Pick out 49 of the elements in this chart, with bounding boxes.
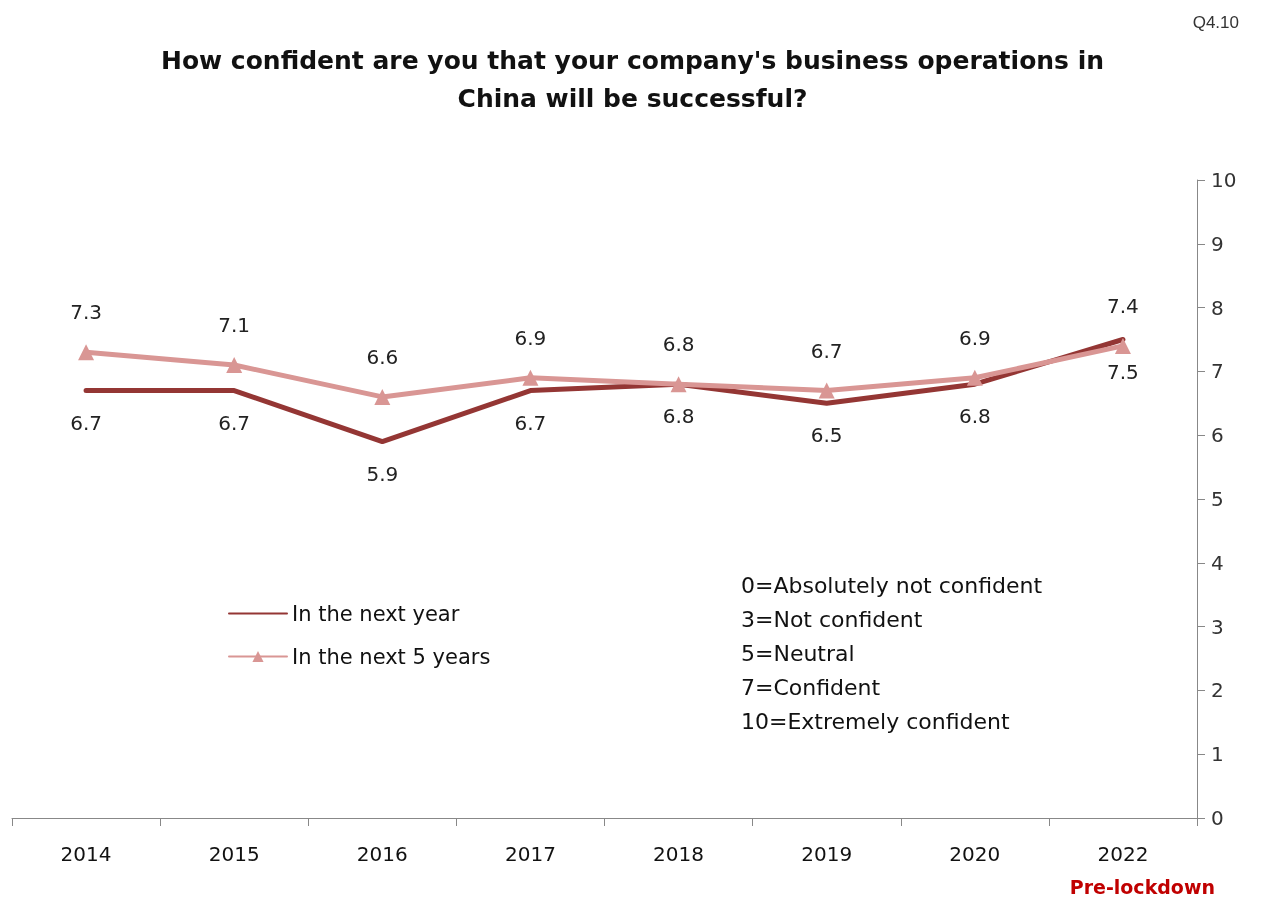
data-label: 6.7 — [70, 410, 102, 435]
x-tick-label: 2020 — [949, 842, 1001, 866]
data-label: 6.8 — [662, 332, 695, 357]
point — [226, 357, 243, 374]
y-tick-label: 3 — [1211, 614, 1224, 639]
y-tick-label: 8 — [1211, 295, 1224, 320]
y-tick-label: 9 — [1211, 231, 1224, 256]
data-label: 7.4 — [1107, 293, 1139, 318]
x-tick-label: 2017 — [504, 842, 556, 866]
x-tick-label: 2022 — [1097, 842, 1149, 866]
annotation: 0=Absolutely not confident 3=Not confident 5=Neutral 7=Confident 10=Extremely confident — [741, 572, 1043, 734]
y-tick-label: 0 — [1211, 806, 1224, 830]
point — [1114, 337, 1131, 354]
data-label: 6.6 — [366, 344, 399, 369]
data-label: 7.5 — [1107, 359, 1139, 384]
point — [78, 344, 95, 361]
data-label: 6.8 — [958, 404, 991, 429]
data-label: 7.1 — [218, 313, 251, 338]
data-label: 7.3 — [70, 300, 102, 325]
chart-title: How confident are you that your company's business operations in China will be successful? — [160, 45, 1105, 113]
x-tick-label: 2015 — [208, 842, 260, 866]
y-tick-label: 10 — [1211, 168, 1237, 192]
x-tick-label: 2014 — [60, 842, 112, 866]
x-tick-label: 2019 — [801, 842, 853, 866]
data-label: 6.9 — [958, 325, 991, 350]
text: Pre-lockdown — [1069, 875, 1215, 898]
point — [818, 382, 835, 399]
legend-label: In the next 5 years — [292, 644, 491, 669]
x-tick-label: 2018 — [653, 842, 705, 866]
y-tick-label: 4 — [1211, 550, 1224, 575]
y-tick-label: 6 — [1211, 423, 1224, 448]
data-label: 6.7 — [810, 338, 843, 363]
text: Q4.10 — [1192, 13, 1239, 32]
data-label: 6.8 — [662, 404, 695, 429]
data-label: 6.7 — [218, 410, 251, 435]
data-label: 6.7 — [514, 410, 547, 435]
y-tick-label: 1 — [1211, 742, 1224, 767]
point — [966, 369, 983, 386]
data-label: 5.9 — [366, 461, 399, 486]
point — [374, 388, 391, 405]
y-tick-label: 5 — [1211, 487, 1224, 511]
data-label: 6.5 — [810, 423, 843, 448]
y-tick-label: 7 — [1211, 359, 1224, 384]
y-tick-label: 2 — [1211, 678, 1224, 703]
x-tick-label: 2016 — [356, 842, 408, 866]
data-label: 6.9 — [514, 325, 547, 350]
legend-label: In the next year — [292, 601, 460, 626]
point — [522, 369, 539, 386]
point — [670, 376, 687, 393]
